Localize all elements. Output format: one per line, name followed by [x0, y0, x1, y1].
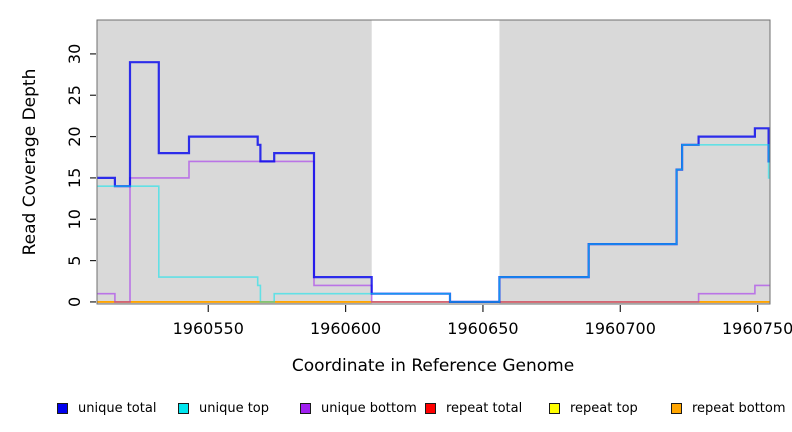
- x-tick-label: 1960700: [585, 319, 656, 338]
- legend-swatch-unique-total: [57, 402, 68, 414]
- y-tick-label: 20: [65, 126, 84, 146]
- legend-swatch-repeat-bottom: [671, 402, 682, 414]
- shaded-region-band: [499, 20, 770, 304]
- legend-label: unique total: [78, 400, 157, 416]
- legend-swatch-repeat-total: [425, 402, 436, 414]
- y-tick-label: 0: [65, 297, 84, 307]
- legend-item-unique-total: unique total: [57, 399, 156, 417]
- x-tick-label: 1960600: [310, 319, 381, 338]
- x-tick-label: 1960650: [447, 319, 518, 338]
- legend-swatch-repeat-top: [549, 402, 560, 414]
- y-tick-label: 15: [65, 168, 84, 188]
- legend-item-repeat-top: repeat top: [549, 399, 638, 417]
- y-axis-title: Read Coverage Depth: [20, 68, 40, 256]
- x-tick-label: 1960750: [722, 319, 792, 338]
- x-axis-title: Coordinate in Reference Genome: [291, 356, 575, 376]
- legend-swatch-unique-bottom: [300, 402, 311, 414]
- y-tick-label: 25: [65, 85, 84, 105]
- legend-label: repeat bottom: [692, 400, 786, 416]
- y-tick-label: 5: [65, 256, 84, 266]
- legend-label: repeat total: [446, 400, 523, 416]
- x-tick-label: 1960550: [173, 319, 244, 338]
- legend: unique total unique top unique bottom repea…: [0, 399, 792, 419]
- y-tick-label: 30: [65, 44, 84, 64]
- series-line-unique-total: [97, 61, 770, 303]
- series-line-unique-top: [97, 144, 770, 303]
- legend-item-repeat-bottom: repeat bottom: [671, 399, 786, 417]
- legend-swatch-unique-top: [178, 402, 189, 414]
- legend-item-unique-bottom: unique bottom: [300, 399, 417, 417]
- legend-label: repeat top: [570, 400, 638, 416]
- legend-item-unique-top: unique top: [178, 399, 269, 417]
- legend-label: unique top: [199, 400, 270, 416]
- legend-item-repeat-total: repeat total: [425, 399, 522, 417]
- y-tick-label: 10: [65, 209, 84, 229]
- plot-border: [96, 19, 771, 305]
- legend-label: unique bottom: [321, 400, 417, 416]
